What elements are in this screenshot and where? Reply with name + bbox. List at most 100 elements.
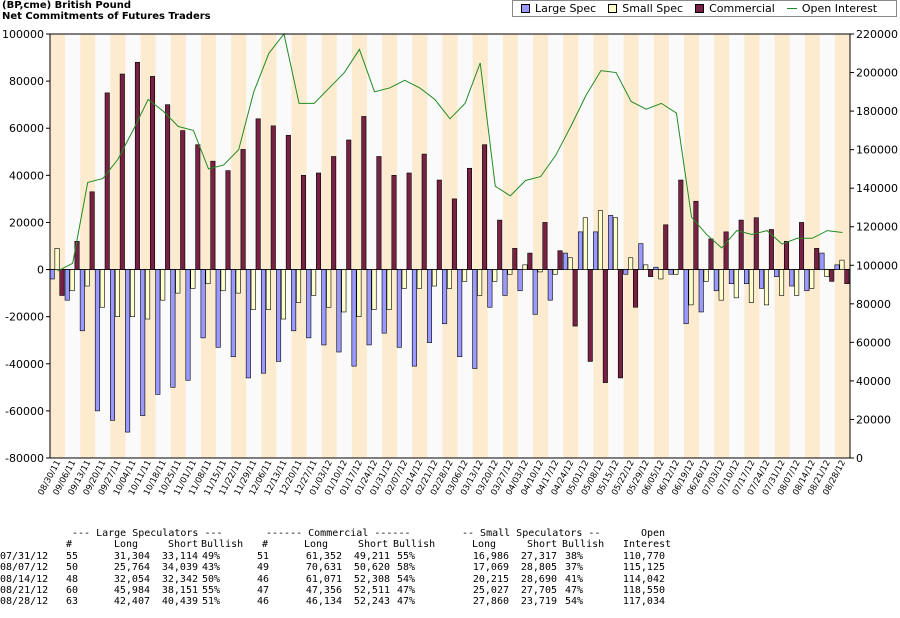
bar-commercial [527, 252, 533, 270]
bar-small-spec [145, 269, 151, 320]
bar-large-spec [140, 269, 146, 416]
cell-cm-short: 52,243 [353, 596, 390, 608]
bar-commercial [708, 238, 714, 270]
col-header-oi: Interest [623, 539, 672, 551]
bar-large-spec [336, 269, 342, 353]
col-header-sm-short: Short [527, 539, 558, 551]
legend-label-open-interest: Open Interest [801, 2, 878, 15]
bar-commercial [844, 269, 850, 284]
cell-sm-short: 28,805 [520, 562, 557, 574]
bar-large-spec [532, 269, 538, 315]
cell-lg-bull: 49% [202, 550, 221, 562]
col-header-cm-num: # [262, 539, 269, 551]
bar-small-spec [431, 269, 437, 287]
cell-lg-short: 40,439 [161, 596, 198, 608]
bar-commercial [255, 118, 261, 270]
cell-oi: 110,770 [622, 550, 665, 562]
bar-large-spec [155, 269, 161, 395]
left-axis-tick-label: 80000 [9, 75, 44, 88]
bar-small-spec [552, 269, 558, 275]
grid-band [382, 34, 398, 458]
bar-small-spec [628, 257, 634, 270]
bar-small-spec [597, 210, 603, 270]
bar-large-spec [698, 269, 704, 313]
cell-lg-short: 32,342 [161, 573, 198, 585]
grid-band [683, 34, 700, 458]
group-header-small-spec: -- Small Speculators -- [462, 528, 601, 539]
bar-commercial [678, 179, 684, 270]
cell-cm-long: 70,631 [305, 562, 342, 574]
bar-large-spec [502, 269, 508, 296]
bar-commercial [572, 269, 578, 327]
bar-small-spec [733, 269, 739, 299]
bar-commercial [180, 130, 186, 270]
bar-commercial [316, 172, 322, 270]
cell-lg-bull: 50% [202, 573, 221, 585]
chart-legend: Large Spec Small Spec Commercial Open In… [512, 0, 897, 17]
cell-lg-long: 32,054 [113, 573, 150, 585]
legend-swatch-commercial [695, 4, 705, 13]
grid-band [80, 34, 96, 458]
bar-commercial [602, 269, 608, 383]
right-axis-tick-label: 120000 [856, 221, 898, 234]
cot-chart: -80000 -60000 -40000 -20000 0 20000 40000 60000… [2, 28, 898, 497]
col-header-cm-short: Short [358, 539, 389, 551]
bar-small-spec [658, 269, 664, 280]
bar-small-spec [824, 269, 830, 277]
bar-large-spec [683, 269, 689, 325]
bar-commercial [406, 172, 412, 270]
grid-band [804, 34, 820, 458]
right-axis-tick-label: 180000 [856, 105, 898, 118]
bar-commercial [346, 139, 352, 270]
bar-large-spec [472, 269, 478, 369]
left-axis-tick-label: 20000 [9, 216, 44, 229]
group-header-commercial: ------ Commercial ------ [266, 528, 411, 539]
cell-lg-bull: 55% [202, 584, 221, 596]
right-axis-tick-label: 40000 [856, 375, 891, 388]
cell-sm-bull: 47% [565, 584, 584, 596]
bar-small-spec [537, 269, 543, 273]
bar-small-spec [779, 269, 785, 296]
chart-title: (BP,cme) British Pound [2, 0, 132, 11]
bar-small-spec [130, 269, 136, 317]
bar-large-spec [819, 252, 825, 270]
cell-date: 08/21/12 [0, 584, 49, 596]
bar-small-spec [54, 248, 60, 270]
bar-large-spec [774, 269, 780, 277]
bar-large-spec [200, 269, 206, 339]
bar-commercial [59, 269, 65, 296]
bar-large-spec [366, 269, 372, 346]
grid-band [623, 34, 639, 458]
bar-large-spec [125, 269, 131, 433]
right-axis-tick-label: 60000 [856, 336, 891, 349]
bar-commercial [557, 250, 563, 270]
col-header-lg-bull: Bullish [201, 539, 244, 551]
left-axis-tick-label: -80000 [5, 452, 44, 465]
bar-large-spec [562, 252, 568, 270]
bar-commercial [134, 61, 140, 270]
bar-commercial [210, 160, 216, 270]
bar-small-spec [446, 269, 452, 289]
cell-lg-num: 48 [66, 573, 79, 585]
bar-small-spec [84, 269, 90, 287]
left-axis-tick-label: -20000 [5, 311, 44, 324]
bar-small-spec [280, 269, 286, 320]
right-axis-tick-label: 220000 [856, 28, 898, 41]
cell-lg-num: 50 [66, 562, 79, 574]
bar-commercial [451, 198, 457, 270]
bar-commercial [361, 116, 367, 270]
bar-commercial [225, 170, 231, 270]
cell-cm-bull: 55% [397, 550, 416, 562]
bar-commercial [768, 229, 774, 270]
grid-band [200, 34, 217, 458]
col-header-lg-short: Short [168, 539, 199, 551]
bar-large-spec [457, 269, 463, 358]
legend-line-open-interest [786, 8, 797, 9]
bar-large-spec [49, 269, 55, 280]
cell-oi: 115,125 [622, 562, 665, 574]
cell-lg-num: 63 [66, 596, 79, 608]
cell-cm-long: 61,071 [305, 573, 342, 585]
cell-date: 08/28/12 [0, 596, 49, 608]
cell-lg-short: 34,039 [161, 562, 198, 574]
bar-large-spec [260, 269, 266, 374]
